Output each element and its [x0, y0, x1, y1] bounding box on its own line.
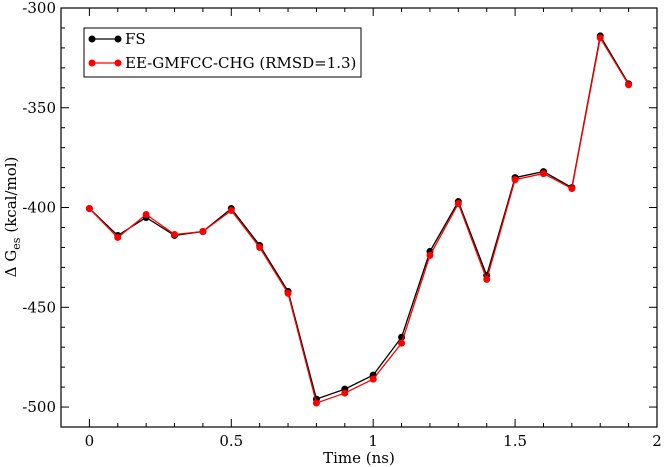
x-tick-label: 2: [652, 432, 662, 450]
axis-ticks: [61, 7, 658, 428]
series-0: [85, 32, 633, 403]
data-point: [227, 207, 235, 215]
y-axis-title-subscript: es: [10, 237, 23, 250]
x-tick-label: 0: [85, 432, 95, 450]
series-line: [88, 34, 630, 400]
y-tick-label: -350: [22, 99, 56, 117]
legend: FS EE-GMFCC-CHG (RMSD=1.3): [83, 27, 362, 78]
y-tick-label: -400: [22, 199, 56, 217]
data-point: [426, 251, 434, 259]
y-tick-label: -300: [22, 0, 56, 17]
data-point: [483, 275, 491, 283]
x-axis-title: Time (ns): [323, 449, 395, 467]
data-point: [596, 34, 604, 42]
legend-fs-label: FS: [125, 30, 146, 48]
legend-fs-marker-right: [114, 35, 122, 43]
legend-ee-gmfcc-marker-right: [114, 59, 122, 67]
y-axis-title: Δ Ges (kcal/mol): [2, 157, 23, 278]
data-point: [398, 339, 406, 347]
series-line: [88, 36, 630, 404]
legend-entry-fs: FS: [88, 30, 146, 48]
data-point: [199, 227, 207, 235]
legend-ee-gmfcc-label: EE-GMFCC-CHG (RMSD=1.3): [125, 54, 356, 72]
y-axis-title-prefix: Δ G: [2, 250, 20, 278]
data-point: [625, 81, 633, 89]
data-point: [256, 243, 264, 251]
data-point: [511, 176, 519, 184]
data-point: [171, 230, 179, 238]
legend-entry-ee-gmfcc: EE-GMFCC-CHG (RMSD=1.3): [88, 54, 356, 72]
x-tick-label: 1.5: [503, 432, 527, 450]
y-tick-label: -500: [22, 398, 56, 416]
x-tick-label: 1: [368, 432, 378, 450]
data-point: [568, 185, 576, 193]
x-tick-label: 0.5: [219, 432, 243, 450]
data-point: [341, 389, 349, 397]
series-1: [85, 34, 633, 407]
data-point: [369, 375, 377, 383]
series-layer: [85, 32, 633, 407]
legend-ee-gmfcc-marker-left: [88, 59, 96, 67]
plot-frame: [60, 7, 658, 428]
y-axis-title-suffix: (kcal/mol): [2, 157, 20, 233]
legend-fs-marker-left: [88, 35, 96, 43]
data-point: [539, 170, 547, 178]
data-point: [312, 399, 320, 407]
axis-tick-labels: 0 0.5 1 1.5 2 -500 -450 -400 -350 -300: [22, 0, 661, 450]
data-point: [142, 211, 150, 219]
legend-box: [83, 27, 362, 78]
data-point: [114, 233, 122, 241]
data-point: [85, 205, 93, 213]
y-tick-label: -450: [22, 298, 56, 316]
data-point: [454, 200, 462, 208]
data-point: [284, 289, 292, 297]
